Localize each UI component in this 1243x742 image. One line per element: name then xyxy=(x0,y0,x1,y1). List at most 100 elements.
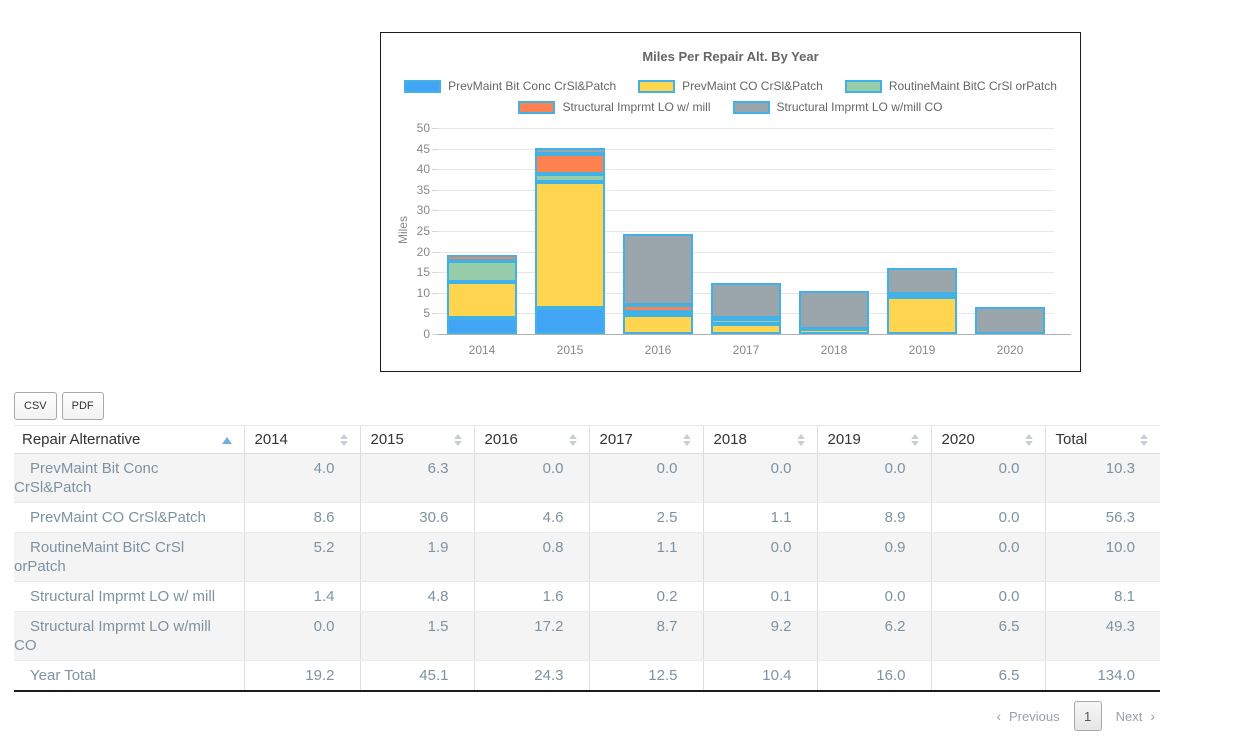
cell-value: 1.1 xyxy=(702,502,817,533)
cell-value: 6.2 xyxy=(816,611,931,661)
bar-segment[interactable] xyxy=(447,254,517,261)
gridline xyxy=(438,148,1054,150)
gridline xyxy=(438,210,1054,212)
x-tick-label: 2017 xyxy=(732,343,760,357)
bar-segment[interactable] xyxy=(887,297,957,334)
next-button[interactable]: Next › xyxy=(1116,708,1155,724)
gridline xyxy=(438,251,1054,253)
row-label: Year Total xyxy=(14,660,244,692)
sort-icon xyxy=(1140,434,1148,446)
table-row: Structural Imprmt LO w/mill CO 0.0 1.5 17.2… xyxy=(14,611,1160,661)
bar-segment[interactable] xyxy=(711,323,781,334)
column-header-repair-alternative[interactable]: Repair Alternative xyxy=(14,425,244,454)
bar-segment[interactable] xyxy=(535,154,605,175)
bar-segment[interactable] xyxy=(535,174,605,182)
cell-value: 17.2 xyxy=(473,611,589,661)
gridline xyxy=(438,169,1054,171)
legend-swatch-icon xyxy=(518,100,556,114)
cell-value: 56.3 xyxy=(1044,502,1160,533)
legend-item[interactable]: Structural Imprmt LO w/mill CO xyxy=(732,100,943,114)
gridline xyxy=(438,128,1054,129)
cell-value: 6.5 xyxy=(930,611,1045,661)
bar-segment[interactable] xyxy=(623,234,693,306)
bar-segment[interactable] xyxy=(535,308,605,334)
axis-tick xyxy=(432,169,438,171)
chart-plot-area: 0 5 10 15 20 25 30 35 40 45 50 2014 2015 2016 2017 2018… xyxy=(417,121,1071,357)
bar-segment[interactable] xyxy=(799,329,869,334)
column-header-2017[interactable]: 2017 xyxy=(588,425,703,454)
bar-segment[interactable] xyxy=(535,148,605,155)
x-tick-label: 2019 xyxy=(908,343,936,357)
legend-item[interactable]: PrevMaint CO CrSl&Patch xyxy=(638,79,823,93)
legend-item[interactable]: Structural Imprmt LO w/ mill xyxy=(518,100,711,114)
legend-label: PrevMaint Bit Conc CrSl&Patch xyxy=(448,79,617,93)
gridline xyxy=(438,189,1054,191)
sort-icon xyxy=(910,434,919,446)
next-label: Next xyxy=(1115,708,1143,724)
axis-tick xyxy=(432,189,438,191)
bar-segment[interactable] xyxy=(623,311,693,316)
bar-segment[interactable] xyxy=(447,317,517,334)
column-header-2020[interactable]: 2020 xyxy=(930,425,1045,454)
bar-segment[interactable] xyxy=(887,293,957,298)
bar-segment[interactable] xyxy=(535,181,605,309)
column-header-2015[interactable]: 2015 xyxy=(359,425,474,454)
bar-segment[interactable] xyxy=(711,319,781,324)
cell-value: 12.5 xyxy=(588,660,703,692)
csv-button[interactable]: CSV xyxy=(14,392,57,420)
axis-tick xyxy=(432,272,438,274)
legend-swatch-icon xyxy=(404,79,442,93)
column-header-2019[interactable]: 2019 xyxy=(816,425,931,454)
cell-value: 0.0 xyxy=(702,453,817,503)
sort-icon xyxy=(339,434,348,446)
sort-ascending-icon xyxy=(221,437,232,444)
cell-value: 0.0 xyxy=(473,453,589,503)
row-label: Structural Imprmt LO w/ mill xyxy=(14,581,244,612)
legend-item[interactable]: RoutineMaint BitC CrSl orPatch xyxy=(844,79,1057,93)
row-label: RoutineMaint BitC CrSl orPatch xyxy=(14,532,244,582)
column-header-2014[interactable]: 2014 xyxy=(243,425,360,454)
cell-value: 0.0 xyxy=(816,581,931,612)
row-label: PrevMaint CO CrSl&Patch xyxy=(14,502,244,533)
y-tick-label: 15 xyxy=(416,265,430,280)
cell-value: 4.0 xyxy=(243,453,360,503)
x-tick-label: 2015 xyxy=(556,343,584,357)
cell-value: 6.5 xyxy=(930,660,1045,692)
legend-swatch-icon xyxy=(732,100,770,114)
x-tick-label: 2018 xyxy=(820,343,848,357)
cell-value: 10.0 xyxy=(1044,532,1160,582)
legend-swatch-icon xyxy=(638,79,676,93)
table-row: Structural Imprmt LO w/ mill 1.4 4.8 1.6 0.2… xyxy=(14,581,1160,612)
x-tick-label: 2020 xyxy=(996,343,1024,357)
bar-segment[interactable] xyxy=(711,282,781,319)
bar-segment[interactable] xyxy=(887,268,957,294)
cell-value: 0.0 xyxy=(930,453,1045,503)
sort-icon xyxy=(682,434,691,446)
previous-label: Previous xyxy=(1009,708,1060,724)
cell-value: 0.0 xyxy=(930,581,1045,612)
bar-segment[interactable] xyxy=(623,305,693,312)
bar-segment[interactable] xyxy=(447,260,517,283)
bar-segment[interactable] xyxy=(975,307,1045,334)
column-header-2018[interactable]: 2018 xyxy=(702,425,817,454)
y-tick-label: 35 xyxy=(416,182,430,197)
bar-segment[interactable] xyxy=(623,315,693,334)
cell-value: 4.6 xyxy=(473,502,589,533)
column-header-2016[interactable]: 2016 xyxy=(473,425,589,454)
bar-segment[interactable] xyxy=(447,282,517,318)
chart-legend: PrevMaint Bit Conc CrSl&Patch PrevMaint C… xyxy=(381,79,1080,114)
cell-value: 10.4 xyxy=(702,660,817,692)
x-tick-label: 2016 xyxy=(644,343,672,357)
previous-button[interactable]: ‹ Previous xyxy=(996,708,1059,724)
pdf-button[interactable]: PDF xyxy=(61,392,104,420)
table-row: PrevMaint Bit Conc CrSl&Patch 4.0 6.3 0.0 0.… xyxy=(14,453,1160,503)
row-label: Structural Imprmt LO w/mill CO xyxy=(14,611,244,661)
legend-item[interactable]: PrevMaint Bit Conc CrSl&Patch xyxy=(404,79,616,93)
y-tick-label: 40 xyxy=(416,162,430,177)
chevron-right-icon: › xyxy=(1150,708,1155,724)
cell-value: 8.1 xyxy=(1044,581,1160,612)
column-header-total[interactable]: Total xyxy=(1044,425,1160,454)
page-1-button[interactable]: 1 xyxy=(1073,701,1102,731)
y-tick-label: 20 xyxy=(416,244,430,259)
bar-segment[interactable] xyxy=(799,291,869,330)
